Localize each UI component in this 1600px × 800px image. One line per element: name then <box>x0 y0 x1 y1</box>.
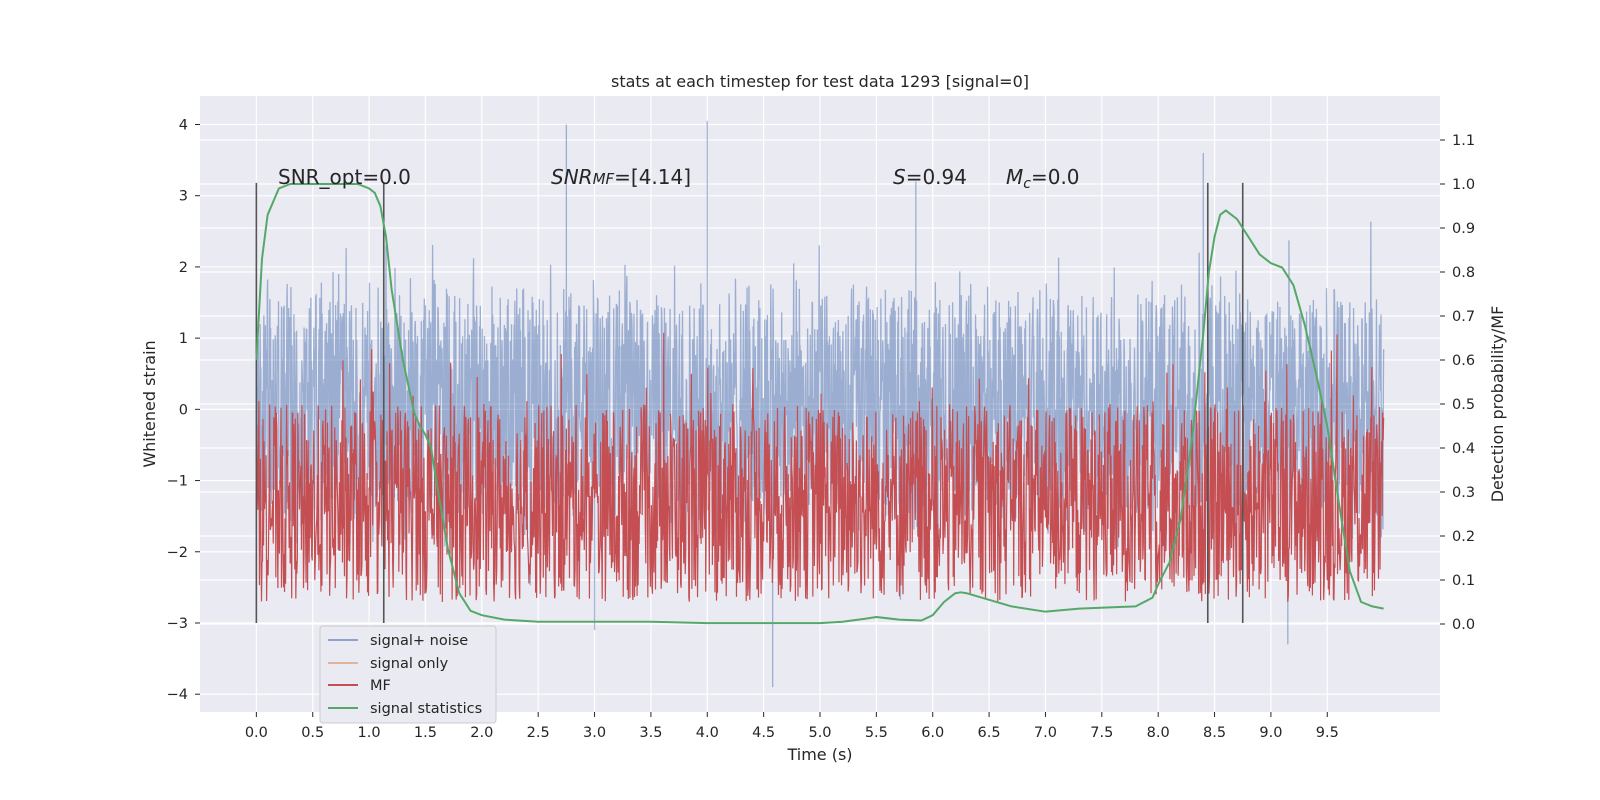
yr-tick-label-5: 0.5 <box>1452 397 1475 413</box>
mc-symbol: M <box>1006 165 1023 189</box>
yl-tick-label-1: −3 <box>167 616 188 632</box>
mc-value: =0.0 <box>1031 165 1080 189</box>
signal-statistics-line <box>255 183 1384 625</box>
x-tick-label-9: 4.5 <box>752 725 775 741</box>
yl-tick-label-8: 4 <box>179 117 188 133</box>
chart-title: stats at each timestep for test data 129… <box>611 72 1029 91</box>
s-symbol: S <box>893 165 906 189</box>
yr-tick-label-3: 0.3 <box>1452 485 1475 501</box>
y-axis-left-ticks: −4 −3 −2 −1 0 1 2 3 4 <box>167 117 200 703</box>
yr-tick-label-1: 0.1 <box>1452 573 1475 589</box>
y-axis-left-label: Whitened strain <box>140 340 159 467</box>
legend-label-mf: MF <box>370 678 391 694</box>
legend-label-signal-noise: signal+ noise <box>370 633 468 649</box>
x-tick-label-1: 0.5 <box>301 725 324 741</box>
x-tick-label-14: 7.0 <box>1034 725 1057 741</box>
mf-series <box>255 332 1385 602</box>
x-tick-label-7: 3.5 <box>639 725 662 741</box>
x-tick-label-0: 0.0 <box>245 725 268 741</box>
signal-statistics-series <box>255 183 1384 625</box>
yr-tick-label-0: 0.0 <box>1452 617 1475 633</box>
yr-tick-label-10: 1.0 <box>1452 177 1475 193</box>
vertical-markers <box>255 182 1244 623</box>
yr-tick-label-11: 1.1 <box>1452 133 1475 149</box>
x-axis-label: Time (s) <box>786 745 852 764</box>
yl-tick-label-7: 3 <box>179 189 188 205</box>
annotation-s: S=0.94 <box>893 165 967 189</box>
y-axis-right-ticks: 0.0 0.1 0.2 0.3 0.4 0.5 0.6 0.7 0.8 0.9 1.0 1.1 <box>1440 133 1475 633</box>
yr-tick-label-4: 0.4 <box>1452 441 1475 457</box>
x-tick-label-3: 1.5 <box>414 725 437 741</box>
legend-label-signal-statistics: signal statistics <box>370 701 482 717</box>
x-tick-label-16: 8.0 <box>1147 725 1170 741</box>
yl-tick-label-0: −4 <box>167 687 188 703</box>
yr-tick-label-9: 0.9 <box>1452 221 1475 237</box>
yl-tick-label-5: 1 <box>179 331 188 347</box>
x-tick-label-13: 6.5 <box>978 725 1001 741</box>
y-axis-right-label: Detection probability/MF <box>1488 306 1507 503</box>
x-tick-label-5: 2.5 <box>527 725 550 741</box>
x-tick-label-15: 7.5 <box>1090 725 1113 741</box>
snr-mf-subscript: MF <box>593 170 615 188</box>
snr-mf-symbol: SNR <box>551 165 593 189</box>
legend-label-signal-only: signal only <box>370 656 449 672</box>
x-tick-label-17: 8.5 <box>1203 725 1226 741</box>
x-tick-label-18: 9.0 <box>1259 725 1282 741</box>
s-value: =0.94 <box>906 165 967 189</box>
mf-line <box>255 332 1385 602</box>
mc-subscript: c <box>1023 176 1031 192</box>
x-tick-label-19: 9.5 <box>1316 725 1339 741</box>
yl-tick-label-2: −2 <box>167 545 188 561</box>
yr-tick-label-2: 0.2 <box>1452 529 1475 545</box>
legend-box <box>319 625 497 724</box>
x-axis-ticks: 0.0 0.5 1.0 1.5 2.0 2.5 3.0 3.5 4.0 4.5 5.0 5.5 6.0 6… <box>245 712 1339 741</box>
yr-tick-label-8: 0.8 <box>1452 265 1475 281</box>
annotation-snr-opt: SNR_opt=0.0 <box>278 165 411 189</box>
x-tick-label-8: 4.0 <box>696 725 719 741</box>
x-tick-label-11: 5.5 <box>865 725 888 741</box>
x-tick-label-10: 5.0 <box>808 725 831 741</box>
yl-tick-label-6: 2 <box>179 260 188 276</box>
snr-mf-value: =[4.14] <box>614 165 691 189</box>
annotation-snr-mf: SNRMF=[4.14] <box>551 165 691 189</box>
x-tick-label-4: 2.0 <box>470 725 493 741</box>
x-tick-label-6: 3.0 <box>583 725 606 741</box>
x-tick-label-2: 1.0 <box>358 725 381 741</box>
yl-tick-label-4: 0 <box>179 402 188 418</box>
legend: signal+ noise signal only MF signal stat… <box>319 625 497 724</box>
yr-tick-label-7: 0.7 <box>1452 309 1475 325</box>
yl-tick-label-3: −1 <box>167 474 188 490</box>
x-tick-label-12: 6.0 <box>921 725 944 741</box>
yr-tick-label-6: 0.6 <box>1452 353 1475 369</box>
annotation-mc: Mc=0.0 <box>1006 165 1080 192</box>
